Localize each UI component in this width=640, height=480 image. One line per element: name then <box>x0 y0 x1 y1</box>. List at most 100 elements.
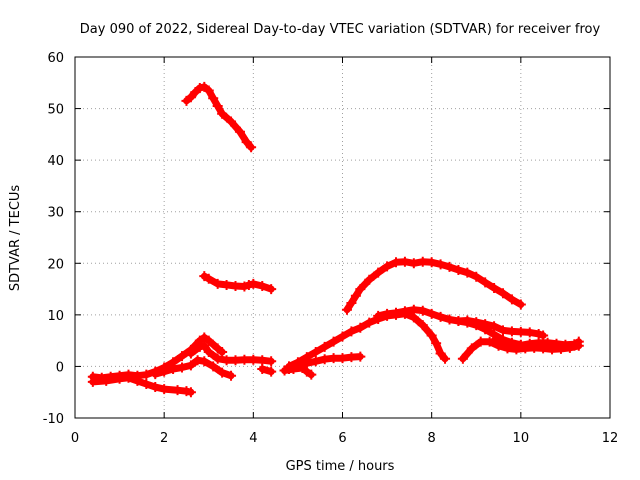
y-tick-label: 40 <box>47 154 64 169</box>
data-point <box>471 271 482 282</box>
data-point <box>239 281 250 292</box>
data-point <box>355 322 366 333</box>
data-point <box>310 346 321 357</box>
data-series <box>87 81 584 398</box>
series-arc-15 <box>489 335 584 351</box>
data-point <box>462 267 473 278</box>
data-point <box>292 361 303 372</box>
data-point <box>185 387 196 398</box>
data-point <box>515 340 526 351</box>
data-point <box>230 280 241 291</box>
data-point <box>364 274 375 285</box>
data-point <box>301 358 312 369</box>
data-point <box>417 320 428 331</box>
data-point <box>123 372 134 383</box>
data-point <box>515 299 526 310</box>
data-point <box>506 294 517 305</box>
data-point <box>226 116 237 127</box>
data-point <box>328 353 339 364</box>
data-point <box>506 339 517 350</box>
data-point <box>457 353 468 364</box>
axis-ticks: 0 2 4 6 8 10 12 -10 0 10 20 30 40 50 60 <box>43 51 619 446</box>
data-point <box>435 348 446 359</box>
data-point <box>239 354 250 365</box>
data-point <box>266 356 277 367</box>
data-point <box>203 85 214 96</box>
data-point <box>177 351 187 362</box>
y-tick-label: 10 <box>47 309 64 324</box>
data-point <box>328 336 339 347</box>
data-point <box>203 346 214 357</box>
data-point <box>306 369 317 380</box>
data-point <box>408 304 419 315</box>
series-line <box>200 272 275 293</box>
x-tick-label: 10 <box>513 431 530 446</box>
x-tick-label: 8 <box>428 431 436 446</box>
data-point <box>168 364 179 375</box>
data-point <box>355 351 366 362</box>
data-point <box>319 354 330 365</box>
data-point <box>346 326 357 337</box>
data-point <box>524 338 535 349</box>
data-point <box>217 108 228 119</box>
data-point <box>241 137 252 148</box>
data-point <box>212 100 223 111</box>
series-arc-4 <box>185 340 277 367</box>
data-point <box>203 273 214 284</box>
data-point <box>373 267 384 278</box>
data-point <box>444 261 455 272</box>
data-point <box>185 348 196 359</box>
data-point <box>248 354 259 365</box>
data-point <box>440 353 451 364</box>
data-point <box>114 373 125 384</box>
data-point <box>185 92 196 103</box>
data-point <box>399 256 410 267</box>
data-point <box>498 288 508 299</box>
data-point <box>257 364 268 375</box>
data-point <box>208 361 219 372</box>
data-point <box>141 378 152 389</box>
series-arc-10 <box>284 351 366 375</box>
data-point <box>435 311 446 322</box>
data-point <box>399 306 410 317</box>
series-arc-7 <box>199 271 277 295</box>
data-point <box>515 326 526 337</box>
data-point <box>391 257 401 268</box>
data-point <box>217 367 228 378</box>
series-arc-5 <box>257 364 277 377</box>
data-point <box>408 258 419 269</box>
data-point <box>217 346 228 357</box>
data-point <box>199 340 210 351</box>
data-point <box>426 308 437 319</box>
data-point <box>346 352 357 363</box>
data-point <box>150 369 161 380</box>
data-point <box>489 283 500 294</box>
data-point <box>257 280 268 291</box>
series-arc-11 <box>341 256 526 315</box>
data-point <box>181 386 192 397</box>
data-point <box>341 304 352 315</box>
data-point <box>319 341 330 352</box>
data-point <box>266 284 277 295</box>
data-point <box>426 330 437 341</box>
chart-title: Day 090 of 2022, Sidereal Day-to-day VTE… <box>80 22 601 37</box>
data-point <box>533 337 544 348</box>
data-point <box>150 382 161 393</box>
data-point <box>141 369 152 380</box>
series-arc-6 <box>181 81 257 153</box>
data-point <box>538 330 549 341</box>
data-point <box>498 338 508 349</box>
data-point <box>480 324 491 335</box>
y-tick-label: 50 <box>47 103 64 118</box>
data-point <box>246 142 257 153</box>
data-point <box>266 366 277 377</box>
data-point <box>475 336 486 347</box>
data-point <box>462 317 473 328</box>
y-tick-label: 60 <box>47 51 64 66</box>
x-axis-label: GPS time / hours <box>286 459 395 474</box>
data-point <box>506 326 517 337</box>
data-point <box>185 360 196 371</box>
data-point <box>194 82 205 93</box>
data-point <box>373 310 384 321</box>
